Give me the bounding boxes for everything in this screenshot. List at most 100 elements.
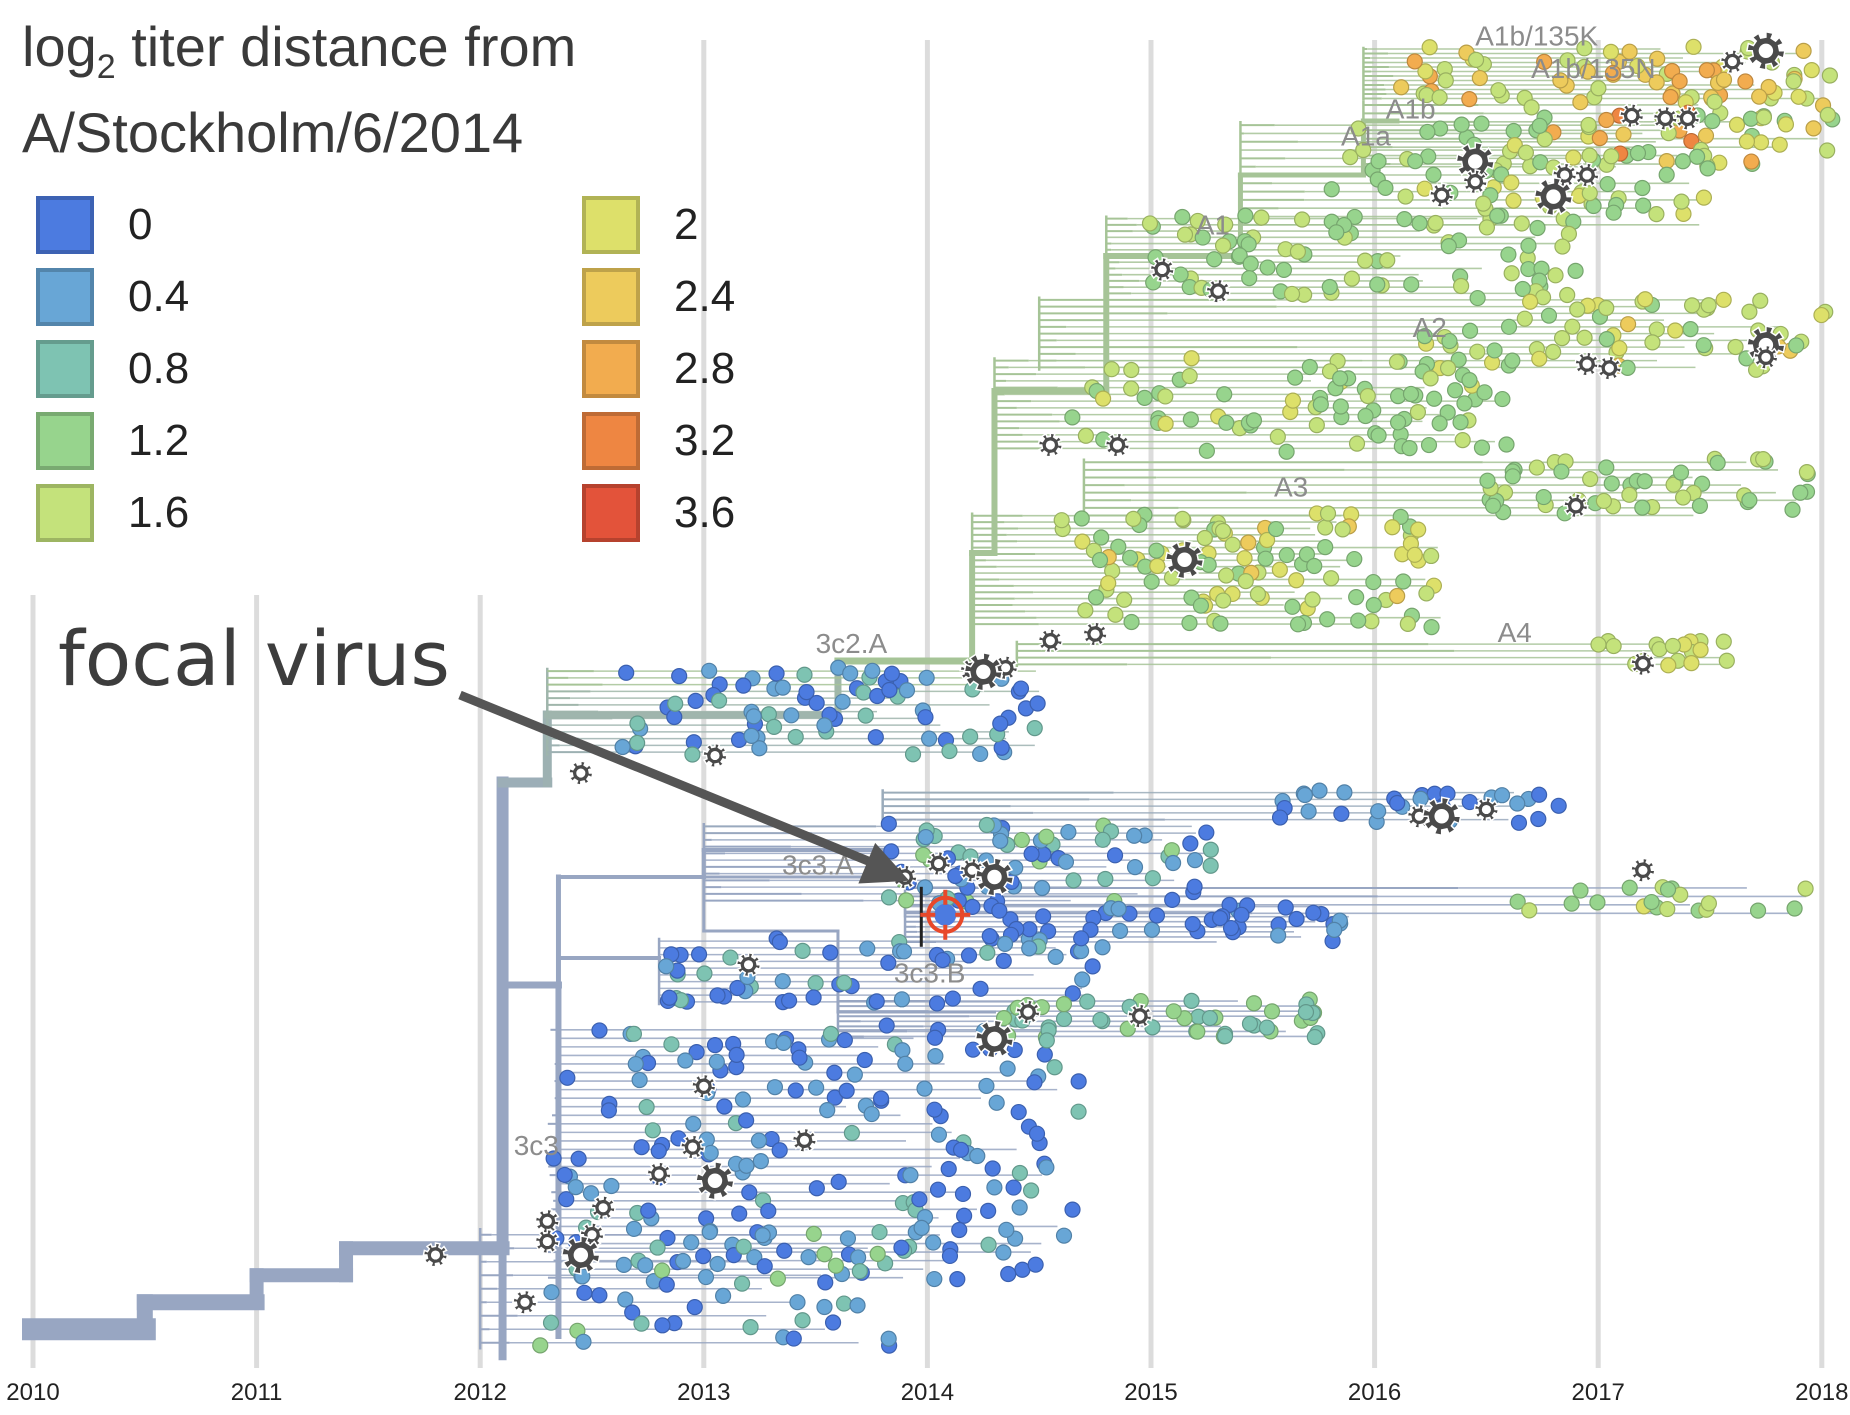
tip-point xyxy=(1346,208,1363,226)
tip-point xyxy=(808,1180,825,1197)
tip-point xyxy=(1311,782,1328,799)
tip-point xyxy=(600,1102,617,1119)
tip-point xyxy=(701,1223,718,1241)
gear-hole xyxy=(1470,177,1480,187)
tip-point xyxy=(1437,72,1454,89)
x-tick-label: 2017 xyxy=(1572,1379,1625,1406)
tip-point xyxy=(1755,109,1773,126)
tip-point xyxy=(771,933,788,951)
tip-point xyxy=(816,717,833,734)
tip-point xyxy=(800,1248,817,1266)
tip-point xyxy=(1659,881,1677,898)
tip-point xyxy=(1634,179,1651,197)
tip-point xyxy=(1317,519,1334,536)
tip-point xyxy=(1064,1201,1081,1218)
tip-point xyxy=(1094,939,1111,956)
gear-icon xyxy=(567,760,594,786)
tip-point xyxy=(1473,115,1490,132)
tip-point xyxy=(826,1089,843,1106)
tip-point xyxy=(1572,882,1589,899)
tip-point xyxy=(1402,385,1420,403)
tip-point xyxy=(819,1102,836,1119)
gear-hole xyxy=(1582,359,1592,369)
tip-point xyxy=(532,1337,549,1354)
tip-point xyxy=(1198,442,1215,459)
tip-point xyxy=(1821,67,1838,84)
tip-point xyxy=(1297,1004,1315,1021)
tip-point xyxy=(822,1025,840,1042)
tip-point xyxy=(1184,916,1201,933)
tip-point xyxy=(1559,52,1576,69)
tip-point xyxy=(1563,895,1580,912)
tip-point xyxy=(805,989,822,1006)
tip-point xyxy=(1038,1032,1055,1049)
gear-icon xyxy=(1015,999,1041,1025)
tip-point xyxy=(787,1082,804,1099)
tip-point xyxy=(867,729,884,746)
legend-swatch xyxy=(582,268,640,326)
tip-point xyxy=(1674,153,1692,170)
tip-point xyxy=(1070,1073,1087,1090)
tip-point xyxy=(558,1191,575,1208)
tip-point xyxy=(756,1258,773,1275)
tip-point xyxy=(956,1207,973,1224)
tip-point xyxy=(1077,602,1094,619)
clade-label: 3c3 xyxy=(514,1130,559,1161)
tip-point xyxy=(1029,695,1046,712)
tip-point xyxy=(591,1287,608,1304)
clade-label: 3c3.B xyxy=(894,957,966,988)
tip-point xyxy=(1401,440,1418,457)
tip-point xyxy=(1326,921,1343,938)
tip-point xyxy=(1306,557,1323,575)
gear-hole xyxy=(430,1250,441,1260)
tip-point xyxy=(868,993,885,1010)
tip-point xyxy=(696,965,713,982)
tip-point xyxy=(863,1105,880,1123)
gear-icon xyxy=(1745,30,1786,71)
tip-point xyxy=(1517,144,1534,161)
tip-point xyxy=(1097,870,1114,888)
gear-icon xyxy=(1462,168,1489,195)
tip-point xyxy=(1715,633,1732,650)
legend-label: 3.2 xyxy=(674,416,736,465)
tip-point xyxy=(1410,521,1427,538)
tip-point xyxy=(838,1082,855,1099)
tip-point xyxy=(1664,637,1681,655)
tip-point xyxy=(1591,130,1608,147)
tip-point xyxy=(754,1227,771,1244)
tip-point xyxy=(1236,550,1253,567)
tip-point xyxy=(872,1090,890,1107)
tip-point xyxy=(735,677,752,694)
tip-point xyxy=(1065,872,1082,889)
tip-point xyxy=(1021,940,1038,957)
tip-point xyxy=(1005,1179,1022,1196)
tip-point xyxy=(1658,153,1675,170)
tip-point xyxy=(1057,853,1075,870)
tip-point xyxy=(1305,904,1322,921)
tip-point xyxy=(805,1225,822,1243)
tip-point xyxy=(996,935,1014,953)
gear-hole xyxy=(976,664,991,680)
tip-point xyxy=(603,1177,620,1195)
tip-point xyxy=(1395,573,1412,590)
tip-point xyxy=(1126,859,1144,876)
tip-point xyxy=(830,1173,847,1190)
gear-hole xyxy=(598,1203,608,1213)
tip-point xyxy=(842,665,859,682)
tip-point xyxy=(1813,306,1830,324)
tip-point xyxy=(1469,289,1486,307)
tip-point xyxy=(1471,69,1488,87)
tip-point xyxy=(949,1271,966,1288)
tip-point xyxy=(1479,472,1496,489)
tip-point xyxy=(1660,657,1677,674)
gear-hole xyxy=(576,768,586,778)
tip-point xyxy=(1505,192,1522,209)
tip-point xyxy=(898,682,916,699)
tip-point xyxy=(667,695,684,712)
gear-hole xyxy=(1437,190,1447,200)
x-tick-label: 2010 xyxy=(6,1379,59,1406)
tip-point xyxy=(1475,195,1492,212)
tip-point xyxy=(1699,160,1716,177)
tip-point xyxy=(883,843,900,860)
tip-point xyxy=(1441,332,1458,350)
